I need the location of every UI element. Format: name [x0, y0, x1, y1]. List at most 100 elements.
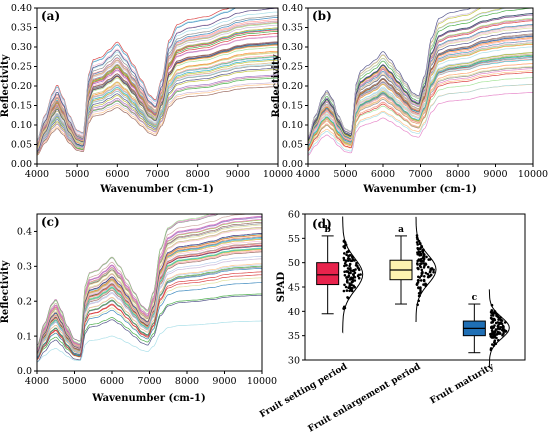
data-point	[497, 315, 500, 319]
data-point	[416, 263, 419, 266]
series-group	[308, 8, 533, 156]
y-tick-label: 0.10	[282, 120, 303, 131]
spectrum-line	[308, 8, 479, 138]
x-axis-label: Wavenumber (cm-1)	[99, 184, 213, 195]
data-point	[417, 299, 421, 303]
data-point	[432, 270, 435, 274]
data-point	[499, 316, 503, 319]
data-point	[504, 330, 507, 333]
spectrum-line	[308, 27, 533, 143]
x-tick-label: 9000	[226, 169, 250, 180]
x-tick-label: 5000	[65, 169, 89, 180]
spectrum-line	[308, 13, 533, 141]
data-point	[342, 289, 346, 293]
data-point	[499, 318, 503, 322]
spectra-panel-c: 4000 5000 6000 7000 8000 9000 10000 0.0 0.1 0.2 0.…	[0, 213, 277, 404]
data-point	[494, 328, 498, 331]
data-point	[490, 325, 493, 329]
data-point	[499, 321, 502, 325]
spectrum-line	[37, 282, 262, 359]
spectrum-line	[37, 256, 262, 356]
data-point	[417, 286, 420, 290]
data-point	[421, 260, 424, 263]
data-point	[348, 262, 352, 266]
data-point	[422, 283, 425, 286]
panel-label: (d)	[312, 217, 332, 231]
data-point	[346, 259, 350, 262]
spectrum-line	[308, 83, 533, 155]
series-group	[37, 214, 262, 363]
data-point	[352, 269, 356, 272]
x-tick-label: 5000	[333, 169, 357, 180]
x-tick-label: 7000	[408, 169, 432, 180]
spectrum-line	[308, 70, 533, 150]
data-point	[419, 291, 422, 294]
spectrum-line	[37, 214, 215, 349]
spectrum-line	[37, 233, 262, 353]
y-tick-label: 0.05	[11, 140, 32, 151]
data-point	[416, 243, 420, 246]
spectrum-line	[37, 263, 262, 356]
data-point	[424, 282, 427, 286]
spectrum-line	[308, 55, 533, 147]
data-point	[416, 252, 420, 256]
box-1: b	[316, 216, 364, 334]
data-point	[346, 270, 350, 273]
data-point	[427, 265, 430, 269]
spectrum-line	[37, 8, 235, 141]
data-point	[497, 339, 500, 342]
data-point	[493, 330, 497, 333]
x-tick-label: 6000	[100, 376, 124, 387]
data-point	[489, 347, 493, 350]
significance-letter: a	[398, 225, 404, 235]
y-tick-label: 0.05	[282, 140, 303, 151]
data-point	[426, 272, 430, 276]
significance-letter: c	[472, 293, 478, 303]
spectrum-line	[37, 271, 262, 360]
data-point	[416, 246, 420, 250]
y-tick-label: 0.00	[282, 159, 303, 170]
data-point	[425, 255, 428, 259]
data-point	[497, 318, 500, 321]
data-point	[489, 332, 492, 336]
data-point	[502, 332, 505, 335]
y-tick-label: 0.25	[282, 62, 303, 73]
data-point	[422, 248, 425, 252]
x-axis-label: Wavenumber (cm-1)	[362, 184, 476, 195]
data-point	[424, 284, 428, 288]
spectrum-line	[37, 82, 278, 152]
x-tick-label: 8000	[446, 169, 470, 180]
series-group	[37, 8, 278, 156]
y-tick-label: 0.40	[11, 3, 32, 14]
y-tick-label: 0.40	[282, 3, 303, 14]
y-tick-label: 0.4	[17, 227, 32, 238]
data-point	[423, 275, 426, 278]
panel-label: (c)	[41, 215, 60, 229]
spectrum-line	[37, 227, 262, 353]
x-tick-label: 10000	[263, 169, 293, 180]
y-tick-label: 0.20	[282, 81, 303, 92]
spectrum-line	[308, 63, 533, 149]
data-point	[343, 245, 346, 248]
data-point	[423, 253, 426, 256]
data-point	[352, 275, 356, 279]
data-point	[351, 255, 354, 258]
data-point	[424, 271, 428, 275]
data-point	[418, 264, 422, 268]
y-tick-label: 0.35	[282, 23, 303, 34]
spectrum-line	[37, 8, 278, 147]
y-tick-label: 0.30	[282, 42, 303, 53]
x-tick-label: 6000	[371, 169, 395, 180]
data-point	[490, 314, 493, 317]
y-tick-label: 60	[288, 210, 300, 221]
spectrum-line	[37, 219, 262, 352]
data-point	[343, 270, 346, 274]
x-tick-label: 5000	[62, 376, 86, 387]
box-rect	[316, 262, 340, 286]
spectrum-line	[37, 86, 278, 156]
x-tick-label: 9000	[483, 169, 507, 180]
spectrum-line	[308, 37, 533, 142]
significance-letter: b	[325, 225, 331, 235]
y-tick-label: 45	[288, 283, 300, 294]
data-point	[416, 281, 420, 284]
